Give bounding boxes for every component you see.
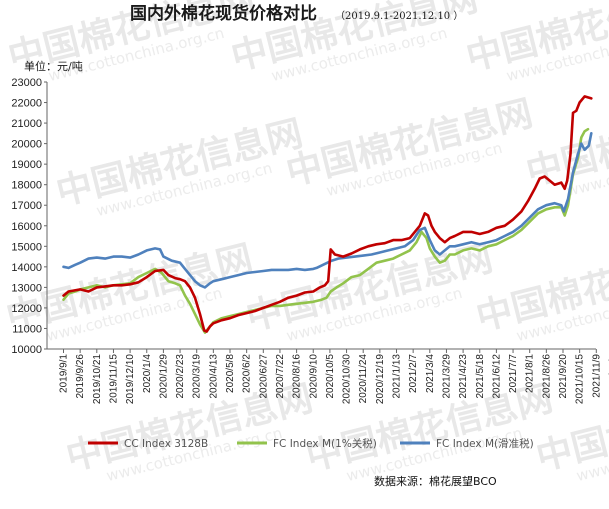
x-tick-label: 2020/12/19	[375, 354, 386, 404]
data-source: 数据来源：棉花展望BCO	[374, 474, 497, 488]
y-tick-label: 21000	[11, 118, 42, 130]
x-tick-label: 2020/2/23	[175, 354, 186, 399]
x-tick-label: 2020/10/5	[325, 354, 336, 399]
y-tick-label: 19000	[11, 159, 42, 171]
x-tick-label: 2020/9/10	[308, 354, 319, 399]
x-tick-labels: 2019/9/1 2019/9/26 2019/10/21 2019/11/15 201…	[59, 349, 609, 404]
x-tick-label: 2019/10/21	[92, 354, 103, 404]
x-tick-label: 2021/8/1	[525, 354, 536, 393]
x-tick-label: 2019/11/15	[108, 354, 119, 404]
chart-title: 国内外棉花现货价格对比	[130, 3, 317, 24]
x-tick-label: 2021/9/20	[558, 354, 569, 399]
x-tick-label: 2020/11/24	[358, 354, 369, 404]
x-tick-label: 2021/10/15	[575, 354, 586, 404]
legend: CC Index 3128B FC Index M(1%关税) FC Index M…	[88, 437, 534, 450]
x-tick-label: 2020/6/27	[258, 354, 269, 399]
legend-label: FC Index M(1%关税)	[273, 437, 377, 450]
x-tick-label: 2021/11/9	[591, 354, 602, 398]
y-tick-label: 10000	[11, 344, 42, 356]
x-tick-label: 2021/2/7	[408, 354, 419, 393]
y-tick-labels: 10000 11000 12000 13000 14000 15000 16000 17000…	[11, 77, 47, 356]
x-tick-label: 2020/3/19	[192, 354, 203, 399]
x-tick-label: 2021/3/29	[441, 354, 452, 399]
y-tick-label: 22000	[11, 98, 42, 110]
y-tick-label: 17000	[11, 200, 42, 212]
x-tick-label: 2021/8/26	[541, 354, 552, 399]
x-tick-label: 2021/6/12	[491, 354, 502, 399]
y-tick-label: 16000	[11, 221, 42, 233]
x-tick-label: 2021/5/18	[475, 354, 486, 399]
y-tick-label: 18000	[11, 180, 42, 192]
legend-label: CC Index 3128B	[124, 438, 208, 450]
x-tick-label: 2020/1/29	[158, 354, 169, 399]
x-tick-label: 2020/10/30	[342, 354, 353, 404]
x-tick-label: 2019/12/10	[125, 354, 136, 404]
x-tick-label: 2019/9/1	[59, 354, 70, 393]
x-tick-label: 2021/4/23	[458, 354, 469, 399]
y-tick-label: 14000	[11, 262, 42, 274]
x-tick-label: 2020/6/2	[242, 354, 253, 393]
series-line-1	[62, 127, 590, 334]
legend-label: FC Index M(滑准税)	[436, 437, 534, 450]
x-tick-label: 2020/1/4	[142, 354, 153, 393]
y-tick-label: 12000	[11, 303, 42, 315]
y-axis-unit-label: 单位：元/吨	[24, 59, 83, 73]
x-tick-label: 2021/3/4	[425, 354, 436, 393]
series-lines	[62, 95, 593, 334]
y-tick-label: 15000	[11, 241, 42, 253]
x-tick-label: 2021/12/4	[608, 354, 609, 399]
y-tick-label: 20000	[11, 139, 42, 151]
series-line-2	[62, 132, 593, 289]
x-tick-label: 2021/1/13	[392, 354, 403, 399]
chart-subtitle: （2019.9.1-2021.12.10 ）	[335, 10, 463, 22]
x-tick-label: 2020/5/8	[225, 354, 236, 393]
y-tick-label: 11000	[12, 323, 42, 335]
x-tick-label: 2019/9/26	[75, 354, 86, 399]
x-tick-label: 2020/4/13	[208, 354, 219, 399]
x-tick-label: 2020/8/16	[292, 354, 303, 399]
y-tick-label: 13000	[11, 282, 42, 294]
y-tick-label: 23000	[11, 77, 42, 89]
x-tick-label: 2020/7/22	[275, 354, 286, 399]
series-line-0	[62, 95, 593, 333]
x-tick-label: 2021/7/7	[508, 354, 519, 393]
